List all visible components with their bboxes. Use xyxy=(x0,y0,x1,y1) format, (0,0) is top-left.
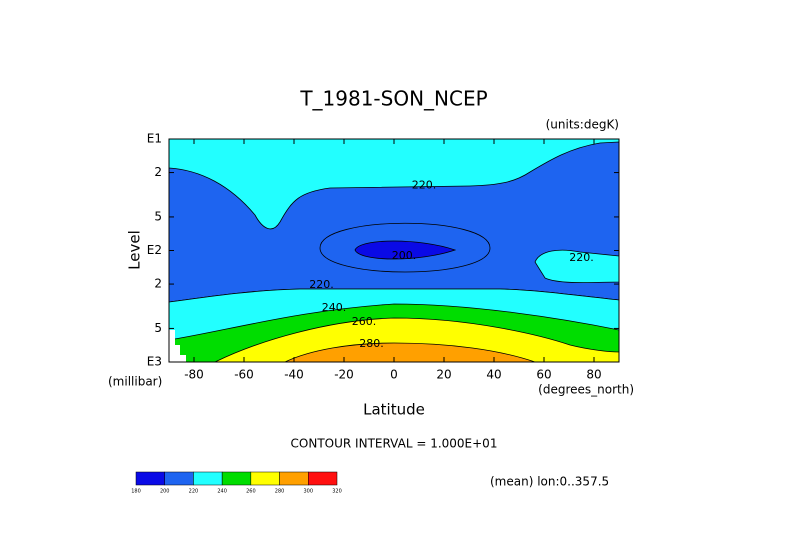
colorbar-box xyxy=(279,471,309,486)
colorbar-label: 280 xyxy=(275,489,285,495)
contour-label: 220. xyxy=(569,251,594,264)
x-tick-label: -40 xyxy=(284,368,304,382)
y-tick-label: 2 xyxy=(154,165,162,179)
y-tick-label: 2 xyxy=(154,277,162,291)
contour-label: 240. xyxy=(322,301,347,314)
contour-line xyxy=(319,222,491,273)
contour-band xyxy=(284,342,536,362)
colorbar-label: 200 xyxy=(160,489,170,495)
colorbar-label: 260 xyxy=(246,489,256,495)
x-tick-label: 60 xyxy=(536,368,551,382)
colorbar-label: 180 xyxy=(131,489,141,495)
colorbar-box xyxy=(221,471,252,486)
x-axis-label: Latitude xyxy=(363,401,425,419)
y-tick-label: E3 xyxy=(147,355,162,369)
colorbar-box xyxy=(250,471,280,486)
y-tick-label: E2 xyxy=(147,243,162,257)
units-label: (units:degK) xyxy=(546,118,619,132)
interval-note: CONTOUR INTERVAL = 1.000E+01 xyxy=(291,437,498,451)
x-tick-label: -80 xyxy=(184,368,204,382)
x-tick-label: 20 xyxy=(436,368,451,382)
x-tick-label: 40 xyxy=(486,368,501,382)
colorbar-label: 300 xyxy=(304,489,314,495)
contour-label: 200. xyxy=(392,249,417,262)
contour-label: 220. xyxy=(309,278,334,291)
colorbar-box xyxy=(308,471,338,486)
colorbar-box xyxy=(193,471,223,486)
colorbar-label: 240 xyxy=(217,489,227,495)
colorbar-label: 320 xyxy=(332,489,342,495)
mean-note: (mean) lon:0..357.5 xyxy=(490,475,609,489)
y-tick-label: 5 xyxy=(154,321,162,335)
contour-band xyxy=(354,240,457,260)
contour-label: 260. xyxy=(352,315,377,328)
x-unit-label: (degrees_north) xyxy=(538,383,634,397)
y-axis-label: Level xyxy=(126,230,144,270)
colorbar-label: 220 xyxy=(189,489,199,495)
contour-label: 280. xyxy=(359,337,384,350)
y-unit-label: (millibar) xyxy=(108,375,162,389)
chart-title: T_1981-SON_NCEP xyxy=(299,87,487,111)
x-tick-label: -60 xyxy=(234,368,254,382)
x-tick-label: 0 xyxy=(390,368,398,382)
colorbar-box xyxy=(164,471,194,486)
contour-label: 220. xyxy=(412,178,437,191)
y-tick-label: E1 xyxy=(147,132,162,146)
missing-area xyxy=(169,330,186,362)
colorbar-box xyxy=(135,471,165,486)
y-tick-label: 5 xyxy=(154,209,162,223)
plot-area xyxy=(169,139,619,362)
x-tick-label: 80 xyxy=(586,368,601,382)
x-tick-label: -20 xyxy=(334,368,354,382)
contour-band xyxy=(534,249,619,284)
